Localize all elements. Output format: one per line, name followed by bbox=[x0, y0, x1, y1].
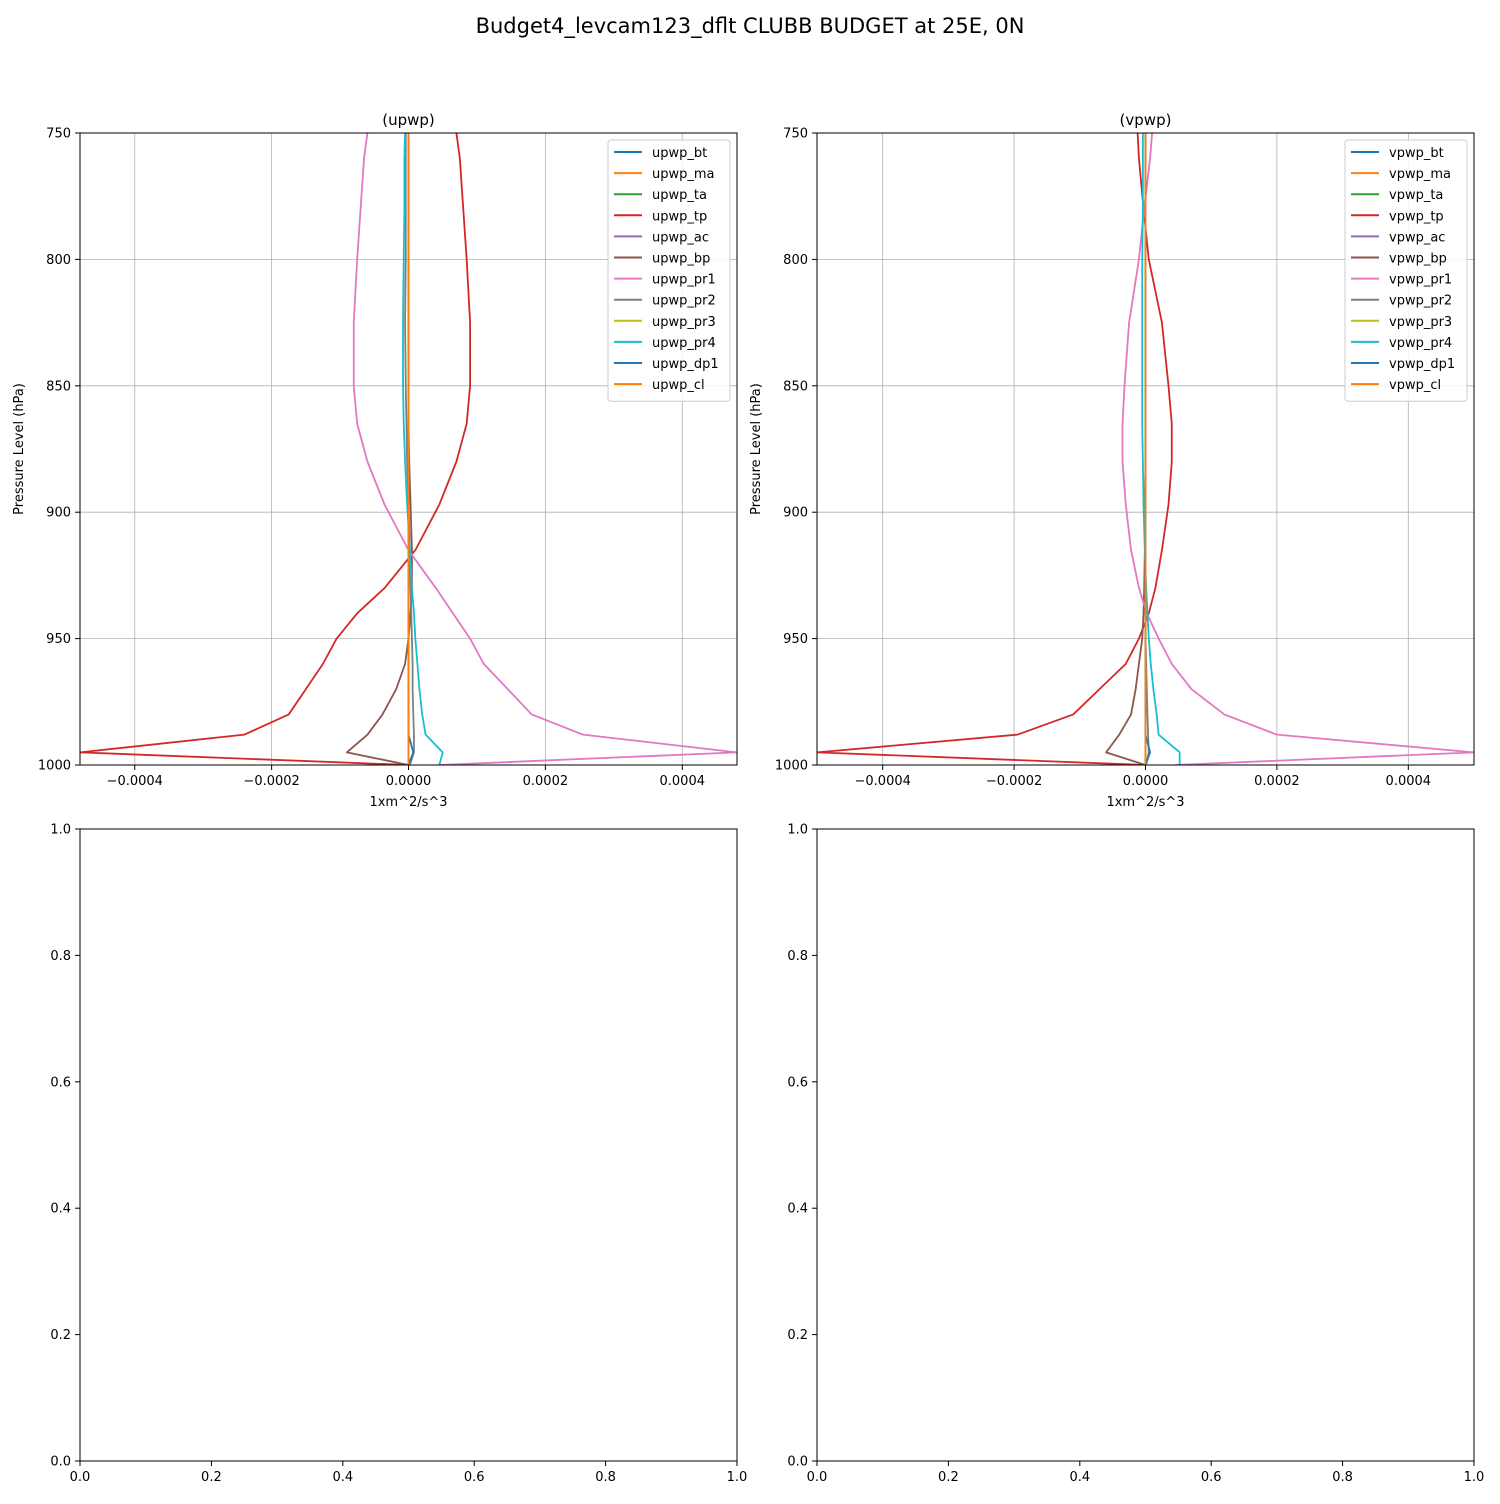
y-tick-label: 850 bbox=[783, 379, 808, 394]
series-line-vpwp_bp bbox=[1105, 133, 1147, 765]
legend-label: vpwp_pr3 bbox=[1389, 315, 1452, 330]
legend-label: upwp_bp bbox=[652, 252, 710, 267]
y-axis-label: Pressure Level (hPa) bbox=[12, 383, 27, 515]
subplot-empty-bottom-left: 0.0 0.2 0.4 0.6 0.8 1.0 0.0 0.2 0.4 0.6 0.8 1.0 bbox=[50, 823, 747, 1486]
series-line-upwp_pr4 bbox=[402, 133, 444, 765]
y-tick-label: 850 bbox=[46, 379, 71, 394]
series-line-vpwp_pr1 bbox=[1121, 133, 1474, 765]
y-tick-label: 1000 bbox=[38, 759, 71, 774]
legend-label: vpwp_bp bbox=[1389, 252, 1447, 267]
y-tick-label: 0.8 bbox=[50, 949, 71, 964]
legend-label: vpwp_ta bbox=[1389, 188, 1443, 203]
subplot-title: (vpwp) bbox=[1120, 111, 1172, 129]
y-tick-label: 0.6 bbox=[50, 1075, 71, 1090]
subplot-upwp: −0.0004 −0.0002 0.0000 0.0002 0.0004 750 800 85… bbox=[12, 111, 738, 810]
x-tick-label: 0.0002 bbox=[523, 774, 569, 789]
x-tick-label: 0.8 bbox=[1332, 1470, 1353, 1485]
series-line-upwp_bp bbox=[346, 133, 413, 765]
legend-label: upwp_pr4 bbox=[652, 336, 716, 351]
x-axis-label: 1xm^2/s^3 bbox=[369, 795, 447, 810]
legend-label: upwp_ta bbox=[652, 188, 707, 203]
legend-label: upwp_dp1 bbox=[652, 357, 719, 372]
y-tick-label: 800 bbox=[783, 253, 808, 268]
legend-label: vpwp_ac bbox=[1389, 230, 1445, 245]
x-tick-label: −0.0004 bbox=[107, 774, 163, 789]
y-tick-label: 0.4 bbox=[787, 1202, 808, 1217]
y-tick-label: 0.6 bbox=[787, 1075, 808, 1090]
subplot-title: (upwp) bbox=[382, 111, 435, 129]
y-tick-label: 750 bbox=[783, 127, 808, 142]
legend-box bbox=[1344, 139, 1468, 402]
y-tick-label: 1.0 bbox=[787, 823, 808, 838]
x-tick-label: 1.0 bbox=[1464, 1470, 1485, 1485]
legend-label: vpwp_ma bbox=[1389, 167, 1451, 182]
y-tick-label: 900 bbox=[783, 506, 808, 521]
legend-label: upwp_ma bbox=[652, 167, 715, 182]
legend-label: upwp_cl bbox=[652, 378, 705, 393]
legend-label: vpwp_cl bbox=[1389, 378, 1441, 393]
figure-title: Budget4_levcam123_dflt CLUBB BUDGET at 2… bbox=[475, 14, 1025, 38]
x-tick-label: −0.0002 bbox=[986, 774, 1042, 789]
x-tick-label: 0.6 bbox=[464, 1470, 485, 1485]
legend-label: vpwp_pr4 bbox=[1389, 336, 1452, 351]
x-tick-label: 1.0 bbox=[727, 1470, 748, 1485]
y-tick-label: 0.2 bbox=[787, 1328, 808, 1343]
y-tick-label: 0.0 bbox=[787, 1455, 808, 1470]
y-tick-label: 0.4 bbox=[50, 1202, 71, 1217]
x-tick-label: 0.8 bbox=[595, 1470, 616, 1485]
legend-label: vpwp_pr1 bbox=[1389, 273, 1452, 288]
x-tick-label: 0.2 bbox=[201, 1470, 222, 1485]
x-tick-label: −0.0002 bbox=[243, 774, 299, 789]
legend-label: vpwp_dp1 bbox=[1389, 357, 1455, 372]
legend-label: upwp_pr3 bbox=[652, 315, 716, 330]
legend-label: upwp_ac bbox=[652, 230, 709, 245]
legend-label: upwp_pr2 bbox=[652, 294, 716, 309]
x-tick-label: −0.0004 bbox=[855, 774, 911, 789]
x-tick-label: 0.0000 bbox=[1123, 774, 1169, 789]
legend-label: vpwp_pr2 bbox=[1389, 294, 1452, 309]
x-tick-label: 0.0004 bbox=[1386, 774, 1432, 789]
y-tick-label: 750 bbox=[46, 127, 71, 142]
y-tick-label: 800 bbox=[46, 253, 71, 268]
y-tick-label: 1000 bbox=[775, 759, 808, 774]
x-axis-label: 1xm^2/s^3 bbox=[1106, 795, 1184, 810]
plot-area bbox=[80, 133, 737, 765]
x-tick-label: 0.6 bbox=[1201, 1470, 1222, 1485]
y-tick-label: 950 bbox=[46, 632, 71, 647]
legend-label: upwp_bt bbox=[652, 146, 707, 161]
legend-label: upwp_pr1 bbox=[652, 273, 716, 288]
x-tick-label: 0.4 bbox=[1069, 1470, 1090, 1485]
series-line-vpwp_tp bbox=[817, 133, 1173, 765]
y-tick-label: 950 bbox=[783, 632, 808, 647]
y-tick-label: 900 bbox=[46, 506, 71, 521]
x-tick-label: 0.4 bbox=[332, 1470, 353, 1485]
legend-box bbox=[607, 139, 731, 402]
x-tick-label: 0.2 bbox=[938, 1470, 959, 1485]
subplot-empty-bottom-right: 0.0 0.2 0.4 0.6 0.8 1.0 0.0 0.2 0.4 0.6 0.8 1.0 bbox=[787, 823, 1484, 1486]
y-tick-label: 0.2 bbox=[50, 1328, 71, 1343]
x-tick-label: 0.0 bbox=[70, 1470, 91, 1485]
legend-label: vpwp_tp bbox=[1389, 209, 1444, 224]
y-tick-label: 0.8 bbox=[787, 949, 808, 964]
y-tick-label: 1.0 bbox=[50, 823, 71, 838]
subplot-vpwp: −0.0004 −0.0002 0.0000 0.0002 0.0004 750 800 85… bbox=[749, 111, 1475, 810]
legend-label: vpwp_bt bbox=[1389, 146, 1444, 161]
x-tick-label: 0.0000 bbox=[386, 774, 432, 789]
y-axis-label: Pressure Level (hPa) bbox=[749, 383, 764, 515]
y-tick-label: 0.0 bbox=[50, 1455, 71, 1470]
series-line-upwp_tp bbox=[80, 133, 471, 765]
series-line-vpwp_pr4 bbox=[1141, 133, 1181, 765]
legend: upwp_bt upwp_ma upwp_ta upwp_tp upwp_ac upwp_… bbox=[607, 139, 731, 402]
x-tick-label: 0.0004 bbox=[660, 774, 706, 789]
axes-frame bbox=[816, 828, 1475, 1462]
x-tick-label: 0.0 bbox=[807, 1470, 828, 1485]
x-tick-label: 0.0002 bbox=[1254, 774, 1300, 789]
legend: vpwp_bt vpwp_ma vpwp_ta vpwp_tp vpwp_ac vpwp_… bbox=[1344, 139, 1468, 402]
legend-label: upwp_tp bbox=[652, 209, 707, 224]
plot-area bbox=[817, 133, 1474, 765]
axes-frame bbox=[79, 828, 738, 1462]
